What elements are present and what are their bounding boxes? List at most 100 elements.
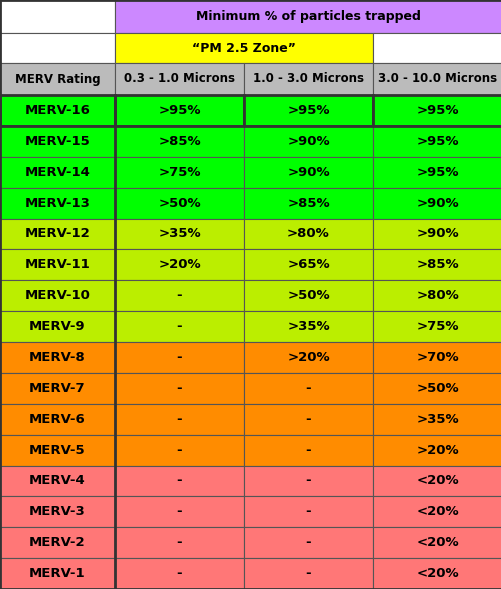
Bar <box>243 403 372 435</box>
Bar <box>243 465 372 497</box>
Text: -: - <box>176 474 182 488</box>
Text: >20%: >20% <box>287 351 329 364</box>
Bar <box>243 63 372 95</box>
Text: >85%: >85% <box>287 197 329 210</box>
Bar <box>243 126 372 157</box>
Bar <box>115 95 243 126</box>
Text: MERV-10: MERV-10 <box>25 289 90 302</box>
Bar <box>115 403 243 435</box>
Bar <box>115 0 501 33</box>
Bar <box>372 373 501 403</box>
Text: >35%: >35% <box>287 320 329 333</box>
Bar <box>115 280 243 311</box>
Text: MERV-8: MERV-8 <box>29 351 86 364</box>
Text: MERV-6: MERV-6 <box>29 413 86 426</box>
Text: >85%: >85% <box>158 135 200 148</box>
Bar <box>372 342 501 373</box>
Text: MERV-15: MERV-15 <box>25 135 90 148</box>
Text: MERV-16: MERV-16 <box>25 104 90 117</box>
Bar <box>0 497 115 527</box>
Text: -: - <box>176 289 182 302</box>
Text: <20%: <20% <box>415 505 458 518</box>
Bar <box>0 63 115 95</box>
Text: -: - <box>305 536 311 549</box>
Bar <box>372 403 501 435</box>
Text: MERV Rating: MERV Rating <box>15 72 100 85</box>
Bar <box>372 33 501 63</box>
Text: <20%: <20% <box>415 567 458 580</box>
Text: -: - <box>305 444 311 456</box>
Bar <box>372 280 501 311</box>
Bar <box>372 219 501 249</box>
Bar <box>0 558 115 589</box>
Bar <box>0 249 115 280</box>
Text: -: - <box>176 413 182 426</box>
Text: Minimum % of particles trapped: Minimum % of particles trapped <box>196 10 420 23</box>
Text: >80%: >80% <box>287 227 329 240</box>
Text: -: - <box>305 505 311 518</box>
Text: >90%: >90% <box>287 166 329 178</box>
Bar <box>0 280 115 311</box>
Text: >95%: >95% <box>158 104 200 117</box>
Bar <box>372 497 501 527</box>
Bar <box>0 126 115 157</box>
Text: >85%: >85% <box>415 259 458 272</box>
Text: MERV-9: MERV-9 <box>29 320 86 333</box>
Text: >35%: >35% <box>158 227 200 240</box>
Text: >95%: >95% <box>415 166 458 178</box>
Text: MERV-2: MERV-2 <box>29 536 86 549</box>
Text: -: - <box>176 567 182 580</box>
Text: -: - <box>176 536 182 549</box>
Bar <box>243 527 372 558</box>
Text: >50%: >50% <box>287 289 329 302</box>
Bar <box>243 280 372 311</box>
Bar <box>243 95 372 126</box>
Text: <20%: <20% <box>415 474 458 488</box>
Bar <box>115 311 243 342</box>
Text: >50%: >50% <box>415 382 458 395</box>
Text: >95%: >95% <box>287 104 329 117</box>
Text: >50%: >50% <box>158 197 200 210</box>
Bar <box>243 219 372 249</box>
Bar <box>372 126 501 157</box>
Bar <box>0 219 115 249</box>
Bar <box>372 63 501 95</box>
Bar <box>0 311 115 342</box>
Text: >65%: >65% <box>287 259 329 272</box>
Bar <box>372 435 501 465</box>
Text: <20%: <20% <box>415 536 458 549</box>
Text: -: - <box>176 382 182 395</box>
Text: -: - <box>176 351 182 364</box>
Text: -: - <box>176 444 182 456</box>
Bar <box>0 527 115 558</box>
Bar <box>243 249 372 280</box>
Bar <box>0 373 115 403</box>
Text: MERV-11: MERV-11 <box>25 259 90 272</box>
Text: MERV-3: MERV-3 <box>29 505 86 518</box>
Bar <box>372 527 501 558</box>
Text: >20%: >20% <box>158 259 200 272</box>
Text: MERV-13: MERV-13 <box>25 197 90 210</box>
Bar <box>372 465 501 497</box>
Bar <box>115 497 243 527</box>
Text: -: - <box>305 474 311 488</box>
Bar <box>0 342 115 373</box>
Bar <box>372 95 501 126</box>
Bar <box>115 465 243 497</box>
Text: 0.3 - 1.0 Microns: 0.3 - 1.0 Microns <box>124 72 234 85</box>
Bar <box>243 435 372 465</box>
Bar <box>115 157 243 188</box>
Bar <box>0 435 115 465</box>
Bar <box>115 249 243 280</box>
Bar <box>372 188 501 219</box>
Bar <box>0 33 115 63</box>
Text: -: - <box>176 505 182 518</box>
Text: >75%: >75% <box>158 166 200 178</box>
Bar <box>243 157 372 188</box>
Bar <box>372 249 501 280</box>
Bar <box>115 63 243 95</box>
Text: >35%: >35% <box>415 413 458 426</box>
Bar <box>243 188 372 219</box>
Bar <box>0 0 115 33</box>
Bar <box>115 33 372 63</box>
